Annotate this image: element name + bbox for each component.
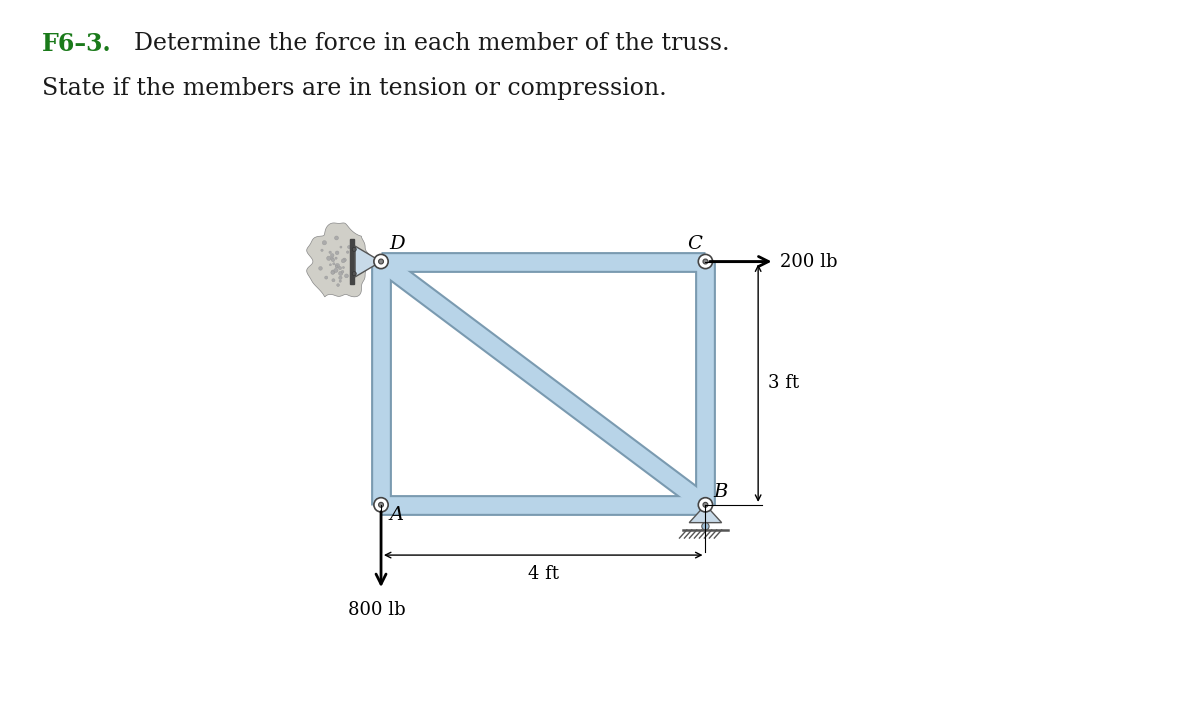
Circle shape — [323, 240, 326, 245]
Circle shape — [319, 266, 323, 270]
Circle shape — [326, 256, 331, 261]
Circle shape — [332, 263, 335, 265]
Circle shape — [341, 259, 346, 263]
Circle shape — [330, 253, 334, 257]
Text: 200 lb: 200 lb — [780, 253, 838, 271]
Circle shape — [331, 270, 335, 274]
Circle shape — [374, 254, 388, 269]
Circle shape — [347, 251, 349, 253]
Text: 3 ft: 3 ft — [768, 374, 799, 392]
Text: A: A — [389, 506, 403, 524]
Circle shape — [325, 276, 328, 279]
Circle shape — [378, 259, 384, 264]
Circle shape — [378, 503, 384, 508]
Text: State if the members are in tension or compression.: State if the members are in tension or c… — [42, 77, 667, 100]
Circle shape — [703, 259, 708, 264]
Circle shape — [698, 497, 713, 512]
Circle shape — [374, 497, 388, 512]
Circle shape — [335, 265, 338, 268]
Circle shape — [331, 258, 335, 261]
Text: D: D — [389, 235, 404, 253]
Bar — [350, 239, 354, 284]
Polygon shape — [355, 246, 382, 277]
Circle shape — [334, 269, 338, 272]
Circle shape — [698, 254, 713, 269]
Circle shape — [356, 258, 360, 262]
Circle shape — [340, 280, 341, 282]
Circle shape — [342, 266, 344, 269]
Circle shape — [353, 271, 356, 276]
Text: 4 ft: 4 ft — [528, 565, 559, 583]
Circle shape — [329, 251, 331, 253]
Circle shape — [331, 257, 334, 260]
Text: B: B — [714, 483, 728, 501]
Circle shape — [332, 279, 335, 282]
Circle shape — [348, 245, 350, 248]
Circle shape — [337, 284, 340, 287]
Circle shape — [338, 276, 342, 279]
Circle shape — [702, 523, 709, 530]
Text: 800 lb: 800 lb — [348, 601, 406, 619]
Text: F6–3.: F6–3. — [42, 32, 112, 56]
Circle shape — [353, 248, 356, 251]
Circle shape — [344, 274, 348, 278]
Circle shape — [338, 266, 342, 270]
Text: Determine the force in each member of the truss.: Determine the force in each member of th… — [134, 32, 730, 56]
Circle shape — [335, 257, 337, 259]
Circle shape — [359, 265, 362, 269]
Polygon shape — [307, 223, 374, 297]
Circle shape — [335, 251, 338, 255]
Circle shape — [320, 249, 323, 251]
Circle shape — [342, 258, 347, 262]
Circle shape — [329, 264, 331, 266]
Circle shape — [335, 236, 338, 240]
Circle shape — [341, 271, 344, 273]
Circle shape — [331, 271, 335, 274]
Text: C: C — [688, 235, 702, 253]
Circle shape — [338, 271, 343, 276]
Polygon shape — [689, 505, 721, 523]
Circle shape — [703, 503, 708, 508]
Circle shape — [340, 246, 342, 248]
Circle shape — [335, 264, 340, 268]
